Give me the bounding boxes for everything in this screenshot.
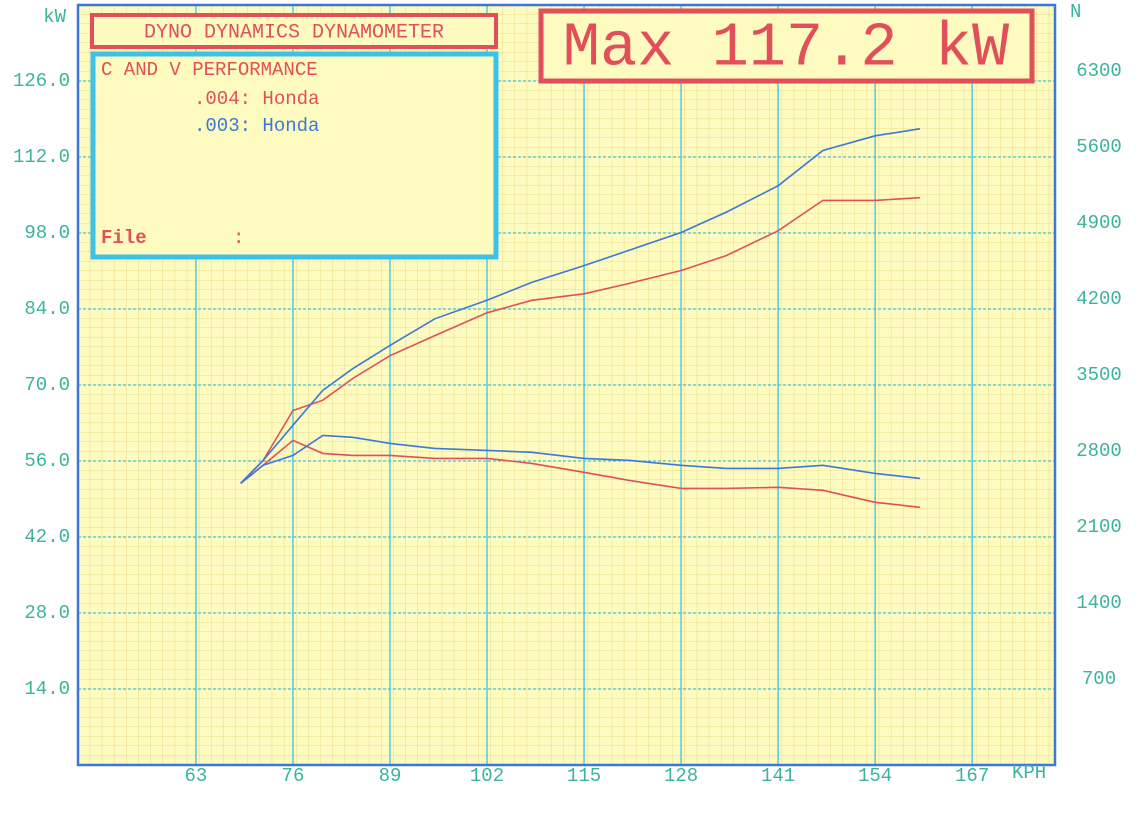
y-tick-label: 98.0 [24,222,70,244]
y-tick-label: 70.0 [24,374,70,396]
data-line [240,128,921,484]
plot-frame [76,3,1057,767]
y2-tick-label: 6300 [1076,60,1122,82]
chart-title: DYNO DYNAMICS DYNAMOMETER [144,21,444,44]
y2-axis-unit: N [1070,1,1081,23]
info-box [90,51,499,260]
y-tick-label: 14.0 [24,678,70,700]
y2-tick-label: 4200 [1076,288,1122,310]
info-title: C AND V PERFORMANCE [101,59,318,81]
data-line [240,434,920,485]
x-tick-label: 167 [955,765,989,787]
title-box [90,13,498,49]
x-tick-label: 154 [858,765,892,787]
x-tick-label: 141 [761,765,795,787]
x-axis-unit: KPH [1012,762,1046,784]
y2-tick-label: 5600 [1076,136,1122,158]
y-tick-label: 112.0 [13,146,70,168]
data-line [240,196,920,484]
file-label: File [101,227,147,249]
y2-tick-label: 1400 [1076,592,1122,614]
x-tick-label: 128 [664,765,698,787]
y2-tick-label: 3500 [1076,364,1122,386]
x-tick-label: 89 [379,765,402,787]
legend-entry: .004: Honda [194,88,319,110]
file-sep: : [233,227,244,249]
y-tick-label: 84.0 [24,298,70,320]
data-line [240,439,920,509]
y-tick-label: 42.0 [24,526,70,548]
y2-tick-label: 4900 [1076,212,1122,234]
legend-entry: .003: Honda [194,115,319,137]
y-tick-label: 28.0 [24,602,70,624]
y-tick-label: 56.0 [24,450,70,472]
y2-tick-label: 700 [1082,668,1116,690]
x-tick-label: 63 [185,765,208,787]
x-tick-label: 102 [470,765,504,787]
x-tick-label: 76 [282,765,305,787]
max-box [538,8,1035,84]
y-tick-label: 126.0 [13,70,70,92]
y2-tick-label: 2800 [1076,440,1122,462]
max-label: Max 117.2 kW [563,12,1010,83]
x-tick-label: 115 [567,765,601,787]
y-axis-unit: kW [43,6,66,28]
y2-tick-label: 2100 [1076,516,1122,538]
